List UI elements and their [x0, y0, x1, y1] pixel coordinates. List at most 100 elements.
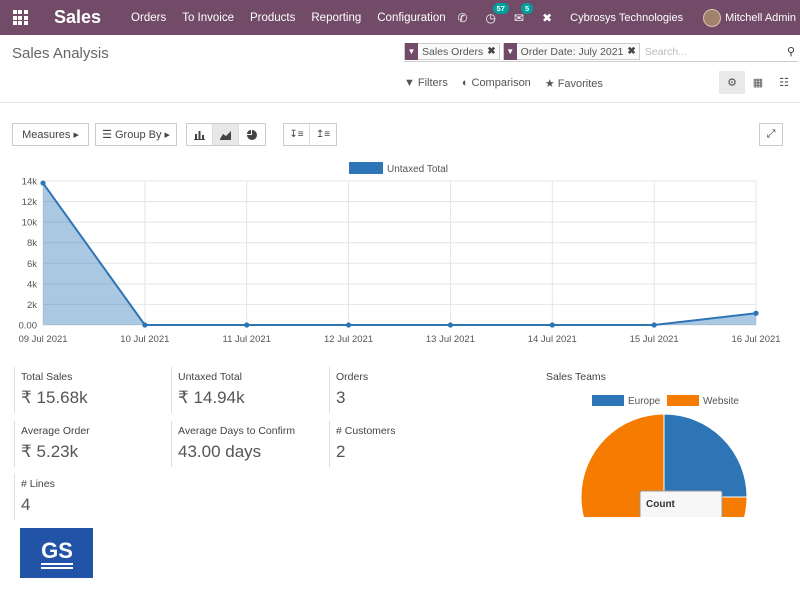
- y-tick-label: 4k: [27, 279, 37, 290]
- legend-swatch-website: [667, 395, 699, 406]
- search-options: ▼ Filters ◐ Comparison ★ Favorites: [404, 77, 603, 90]
- main-menu: Orders To Invoice Products Reporting Con…: [131, 12, 462, 24]
- facet-label: Order Date: July 2021: [520, 45, 624, 58]
- series-line-untaxed-total: [42, 182, 757, 326]
- data-point: [345, 322, 352, 328]
- kpi-total-sales[interactable]: Total Sales ₹ 15.68k: [14, 367, 164, 413]
- caret-right-icon: ▶: [164, 131, 170, 139]
- y-tick-label: 2k: [27, 300, 37, 311]
- y-tick-label: 0.00: [19, 321, 38, 332]
- menu-products[interactable]: Products: [249, 11, 296, 24]
- menu-configuration[interactable]: Configuration: [377, 11, 446, 24]
- sales-line-chart: Untaxed Total 0.00 2k 4k 6k 8k 10k 12k 14k 09 Jul…: [18, 162, 781, 345]
- favorites-button[interactable]: ★ Favorites: [544, 78, 603, 90]
- messages-badge: 5: [521, 2, 534, 14]
- x-tick-label: 12 Jul 2021: [324, 334, 373, 345]
- user-menu[interactable]: Mitchell Admin: [725, 11, 796, 24]
- filter-icon: ▼: [405, 43, 418, 60]
- kpi-orders[interactable]: Orders 3: [329, 367, 479, 413]
- area-fill-untaxed-total: [43, 183, 756, 325]
- x-tick-label: 16 Jul 2021: [731, 334, 780, 345]
- x-tick-label: 10 Jul 2021: [120, 334, 169, 345]
- avatar[interactable]: [703, 8, 722, 27]
- pivot-view-icon[interactable]: ☷: [779, 77, 789, 89]
- pie-slice-europe: [663, 413, 748, 498]
- x-tick-label: 09 Jul 2021: [18, 334, 67, 345]
- facet-sales-orders: ▼ Sales Orders ✖: [404, 43, 500, 60]
- search-bar: ▼ Sales Orders ✖ ▼ Order Date: July 2021…: [404, 42, 798, 62]
- view-switcher: ⚙ ▦ ☷: [719, 71, 797, 94]
- filters-button[interactable]: ▼ Filters: [404, 77, 448, 89]
- gs-logo: GS: [20, 528, 93, 578]
- pie-tooltip: Count: [639, 490, 723, 517]
- company-switcher[interactable]: Cybrosys Technologies: [570, 11, 684, 24]
- legend-swatch-europe: [592, 395, 624, 406]
- groupby-button[interactable]: ☰ Group By ▶: [95, 123, 177, 146]
- expand-icon[interactable]: ⤢: [759, 123, 783, 146]
- remove-facet-icon[interactable]: ✖: [627, 46, 636, 57]
- data-point: [142, 322, 148, 328]
- menu-orders[interactable]: Orders: [131, 11, 167, 24]
- legend-label-website: Website: [703, 396, 739, 407]
- sort-descending-icon[interactable]: ↧≡: [284, 124, 310, 145]
- control-panel: Sales Analysis ▼ Sales Orders ✖ ▼ Order …: [0, 35, 800, 103]
- messages-icon[interactable]: ✉ 5: [514, 2, 534, 25]
- page-title: Sales Analysis: [12, 45, 109, 62]
- menu-reporting[interactable]: Reporting: [311, 11, 362, 24]
- data-point: [447, 322, 454, 328]
- data-point: [753, 310, 759, 316]
- comparison-button[interactable]: ◐ Comparison: [461, 77, 531, 89]
- tools-icon[interactable]: ✖: [542, 10, 553, 25]
- systray: ✆ ◷ 57 ✉ 5 ✖ Cybrosys Technologies Mitchel…: [457, 0, 800, 35]
- data-point: [40, 180, 46, 186]
- legend-label-europe: Europe: [628, 396, 661, 407]
- x-tick-label: 14 Jul 2021: [528, 334, 577, 345]
- data-point: [549, 322, 555, 328]
- svg-text:Count: Count: [646, 499, 676, 510]
- list-view-icon[interactable]: ▦: [752, 77, 764, 89]
- y-tick-label: 10k: [22, 218, 38, 229]
- pie-chart-icon[interactable]: [239, 124, 265, 145]
- funnel-icon: ▼: [404, 77, 415, 89]
- measures-button[interactable]: Measures ▶: [12, 123, 89, 146]
- legend-label-untaxed-total: Untaxed Total: [387, 164, 448, 175]
- star-icon: ★: [544, 78, 555, 90]
- caret-right-icon: ▶: [73, 131, 79, 139]
- sort-group: ↧≡ ↥≡: [283, 123, 337, 146]
- facet-label: Sales Orders: [422, 45, 484, 58]
- remove-facet-icon[interactable]: ✖: [487, 46, 496, 57]
- kpi-lines[interactable]: # Lines 4: [14, 474, 164, 520]
- search-icon[interactable]: ⚲: [786, 46, 795, 58]
- sales-teams-pie: Europe Website Count: [540, 387, 800, 517]
- top-navbar: Sales Orders To Invoice Products Reporti…: [0, 0, 800, 35]
- x-tick-label: 11 Jul 2021: [223, 334, 271, 345]
- activity-badge: 57: [492, 2, 509, 14]
- sort-ascending-icon[interactable]: ↥≡: [315, 129, 331, 140]
- search-input[interactable]: Search...: [644, 45, 687, 58]
- data-point: [651, 322, 657, 328]
- dashboard-view-icon[interactable]: ⚙: [719, 71, 745, 94]
- kpi-average-order[interactable]: Average Order ₹ 5.23k: [14, 421, 164, 467]
- facet-order-date: ▼ Order Date: July 2021 ✖: [502, 43, 640, 60]
- phone-icon[interactable]: ✆: [457, 10, 468, 25]
- y-tick-label: 14k: [22, 177, 38, 188]
- apps-menu-icon[interactable]: [2, 0, 38, 35]
- filter-icon: ▼: [503, 43, 517, 60]
- kpi-customers[interactable]: # Customers 2: [329, 421, 479, 467]
- bar-chart-icon[interactable]: [187, 124, 213, 145]
- sales-teams-title: Sales Teams: [546, 371, 606, 383]
- app-brand[interactable]: Sales: [54, 7, 102, 27]
- y-tick-label: 12k: [22, 197, 38, 208]
- legend-swatch-untaxed-total: [349, 162, 383, 174]
- menu-to-invoice[interactable]: To Invoice: [182, 11, 234, 24]
- data-point: [244, 322, 250, 328]
- x-tick-label: 13 Jul 2021: [426, 334, 475, 345]
- x-tick-label: 15 Jul 2021: [630, 334, 679, 345]
- pie-slice-website: [580, 413, 748, 517]
- y-tick-label: 6k: [27, 259, 37, 270]
- kpi-untaxed-total[interactable]: Untaxed Total ₹ 14.94k: [171, 367, 321, 413]
- chart-type-group: [186, 123, 266, 146]
- activity-icon[interactable]: ◷ 57: [486, 2, 509, 25]
- line-chart-icon[interactable]: [213, 124, 239, 145]
- kpi-average-days[interactable]: Average Days to Confirm 43.00 days: [171, 421, 321, 467]
